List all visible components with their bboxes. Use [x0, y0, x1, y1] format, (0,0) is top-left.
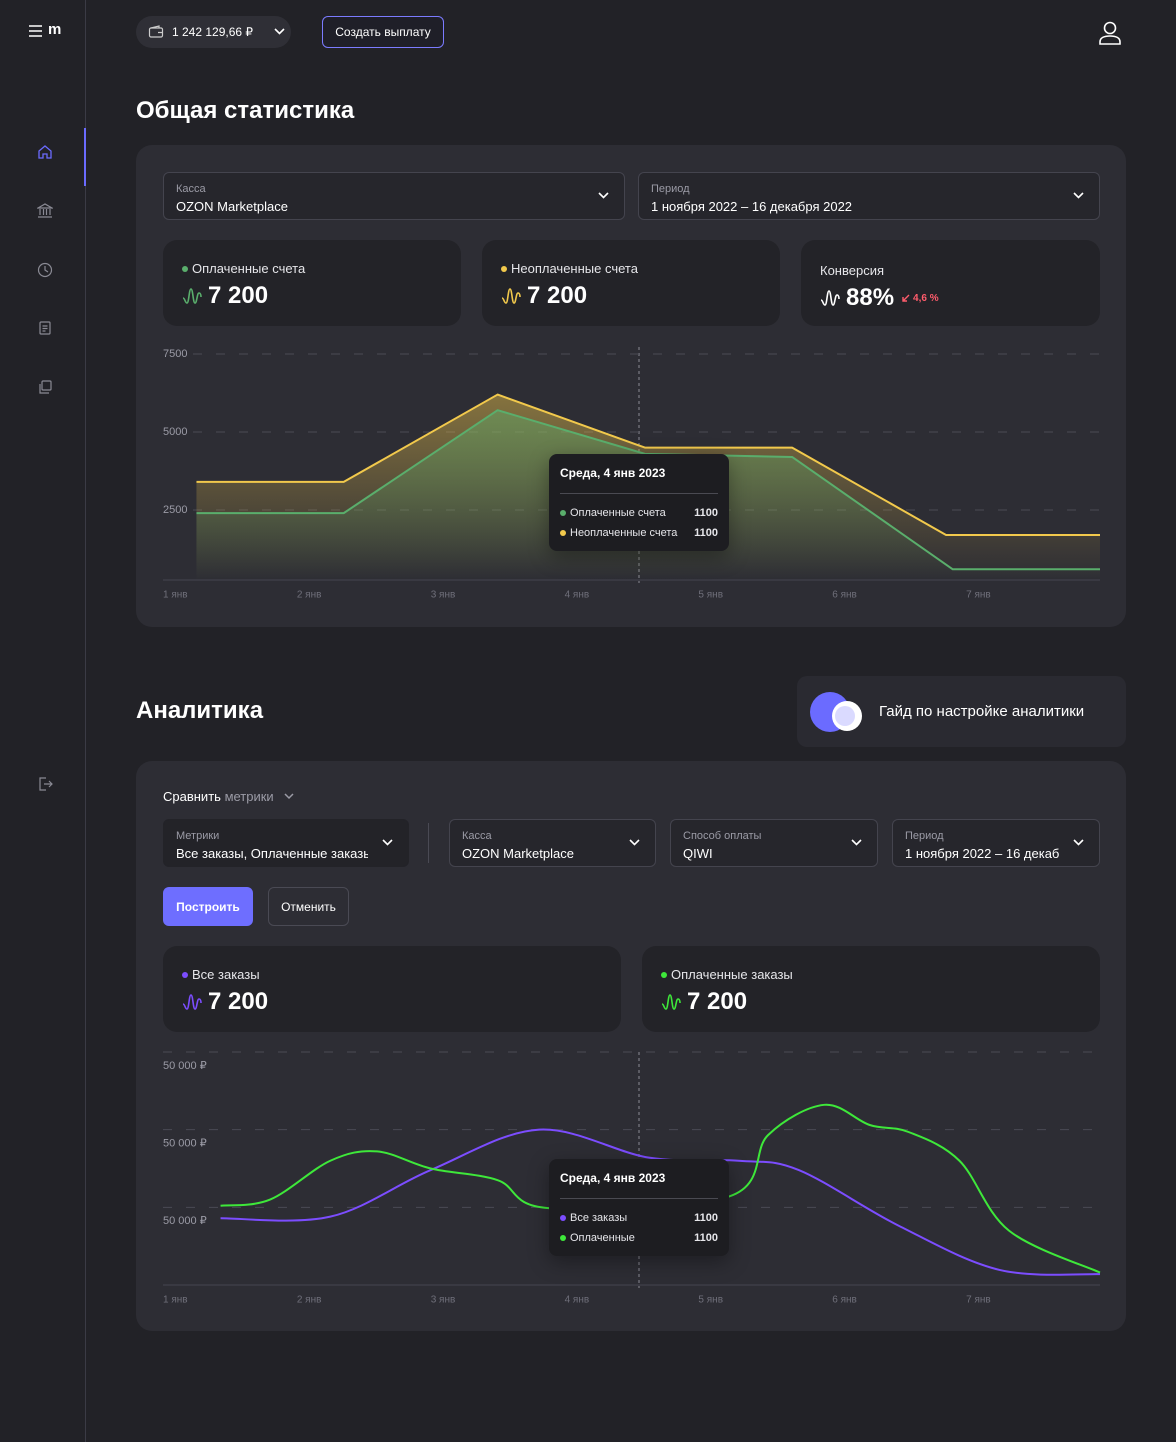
card-label: Неоплаченные счета [511, 261, 638, 276]
nav-home[interactable] [37, 144, 53, 160]
tooltip: Среда, 4 янв 2023 Оплаченные счета 1100 Н… [549, 454, 729, 551]
nav-bank[interactable] [37, 203, 53, 219]
chevron [598, 192, 609, 199]
section-title: Аналитика [136, 697, 264, 724]
filter[interactable]: Период 1 ноября 2022 – 16 декабря 2022 [638, 172, 1100, 220]
tooltip-value: 1100 [694, 527, 718, 539]
payout-button[interactable]: Создать выплату [322, 16, 444, 48]
nav-history[interactable] [37, 262, 53, 278]
stat-card: Оплаченные счета 7 200 [163, 240, 461, 326]
legend-dot [560, 530, 566, 536]
legend-dot [661, 971, 667, 978]
wave-icon [182, 994, 202, 1010]
tooltip-title: Среда, 4 янв 2023 [560, 1171, 666, 1185]
user-icon[interactable] [1098, 20, 1122, 46]
tooltip-value: 1100 [694, 1232, 718, 1244]
filter-label: Период [651, 183, 690, 195]
filter-label: Метрики [176, 830, 220, 842]
card-label: Конверсия [820, 263, 885, 278]
card-value: 7 200 [208, 988, 269, 1015]
compare-select[interactable]: Сравнить метрики [163, 789, 295, 804]
wave-icon [182, 288, 202, 304]
filter[interactable]: Касса OZON Marketplace [163, 172, 625, 220]
filter-value: OZON Marketplace [462, 846, 574, 861]
legend-dot [560, 1215, 566, 1221]
separator [428, 823, 429, 863]
conversion-delta: 4,6 % [913, 292, 939, 304]
filter[interactable]: Способ оплаты QIWI [670, 819, 878, 867]
card-value: 7 200 [687, 988, 748, 1015]
down-arrow [902, 294, 910, 302]
nav-copy[interactable] [37, 379, 53, 395]
conversion-card: Конверсия 88% 4,6 % [801, 240, 1100, 326]
legend-dot [182, 265, 188, 272]
tooltip-value: 1100 [694, 1212, 718, 1224]
stat-card: Все заказы 7 200 [163, 946, 621, 1032]
tooltip: Среда, 4 янв 2023 Все заказы 1100 Оплачен… [549, 1159, 729, 1256]
stat-card: Неоплаченные счета 7 200 [482, 240, 780, 326]
card-value: 7 200 [208, 282, 269, 309]
compare-value: метрики [224, 789, 274, 804]
balance-dropdown[interactable] [273, 27, 286, 37]
filter-value: Все заказы, Оплаченные заказы [176, 846, 368, 861]
nav-logout[interactable] [37, 776, 53, 792]
filter[interactable]: Касса OZON Marketplace [449, 819, 656, 867]
card-value: 88% [846, 284, 895, 311]
cancel-button[interactable]: Отменить [268, 887, 349, 926]
wave-icon [820, 290, 840, 306]
logo: m [48, 21, 62, 38]
chevron [284, 793, 294, 800]
tooltip-label: Неоплаченные счета [570, 527, 678, 539]
filter-value: 1 ноября 2022 – 16 декабря 2022 [651, 199, 853, 214]
legend-dot [560, 510, 566, 516]
chevron [851, 839, 862, 846]
guide-icon [810, 691, 862, 732]
legend-dot [560, 1235, 566, 1241]
filter-value: 1 ноября 2022 – 16 декабря 2022 [905, 846, 1059, 861]
wave-icon [661, 994, 681, 1010]
balance: 1 242 129,66 ₽ [172, 25, 254, 39]
legend-dot [182, 971, 188, 978]
compare-label: Сравнить [163, 789, 221, 804]
nav-docs[interactable] [37, 320, 53, 336]
chevron [1073, 192, 1084, 199]
filter-label: Способ оплаты [683, 830, 762, 842]
active-indicator [84, 128, 86, 186]
chevron [1073, 839, 1084, 846]
balance-pill[interactable]: 1 242 129,66 ₽ [136, 16, 291, 48]
sidebar: m [0, 0, 86, 1442]
filter-label: Касса [176, 183, 206, 195]
card-label: Все заказы [192, 967, 260, 982]
chevron [629, 839, 640, 846]
menu-icon[interactable] [28, 24, 44, 38]
tooltip-title: Среда, 4 янв 2023 [560, 466, 666, 480]
tooltip-label: Оплаченные [570, 1232, 635, 1244]
filter-value: OZON Marketplace [176, 199, 288, 214]
chevron [382, 839, 393, 846]
filter[interactable]: Период 1 ноября 2022 – 16 декабря 2022 [892, 819, 1100, 867]
wave-icon [501, 288, 521, 304]
filter-label: Период [905, 830, 944, 842]
card-label: Оплаченные заказы [671, 967, 793, 982]
filter-value: QIWI [683, 846, 713, 861]
tooltip-label: Все заказы [570, 1212, 628, 1224]
wallet-icon [148, 25, 164, 38]
tooltip-value: 1100 [694, 507, 718, 519]
guide-banner[interactable]: Гайд по настройке аналитики [797, 676, 1126, 747]
tooltip-label: Оплаченные счета [570, 507, 666, 519]
filter[interactable]: Метрики Все заказы, Оплаченные заказы [163, 819, 409, 867]
stat-card: Оплаченные заказы 7 200 [642, 946, 1100, 1032]
guide-text: Гайд по настройке аналитики [879, 703, 1085, 720]
section-title: Общая статистика [136, 97, 355, 124]
filter-label: Касса [462, 830, 492, 842]
build-button[interactable]: Построить [163, 887, 253, 926]
card-value: 7 200 [527, 282, 588, 309]
legend-dot [501, 265, 507, 272]
card-label: Оплаченные счета [192, 261, 306, 276]
